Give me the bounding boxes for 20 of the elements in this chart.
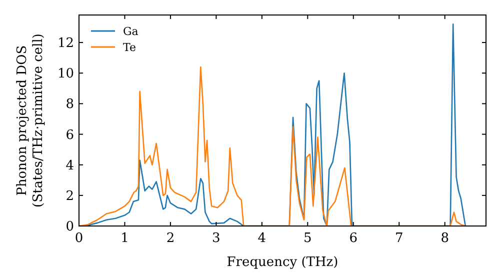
x-tick-label: 3 xyxy=(212,231,220,246)
line-series xyxy=(79,66,466,226)
y-tick-label: 2 xyxy=(66,188,74,204)
y-tick-label: 12 xyxy=(57,36,74,52)
legend-label: Ga xyxy=(123,24,139,38)
x-tick-label: 6 xyxy=(349,231,358,246)
x-tick-label: 4 xyxy=(258,231,266,246)
y-tick-label: 4 xyxy=(66,158,74,174)
x-axis-title: Frequency (THz) xyxy=(226,255,338,270)
x-tick-label: 7 xyxy=(394,231,404,246)
x-tick-label: 5 xyxy=(304,231,312,246)
y-tick-label: 6 xyxy=(66,128,74,143)
x-tick-label: 2 xyxy=(166,231,175,246)
y-tick-label: 10 xyxy=(57,66,74,82)
legend-label: Te xyxy=(123,40,136,54)
y-tick-label: 8 xyxy=(66,97,74,112)
x-tick-label: 8 xyxy=(440,231,449,246)
y-axis-title: Phonon projected DOS (States/THz·primitive cell) xyxy=(15,33,46,208)
y-tick-label: 0 xyxy=(66,220,74,235)
x-tick-label: 1 xyxy=(120,231,129,246)
